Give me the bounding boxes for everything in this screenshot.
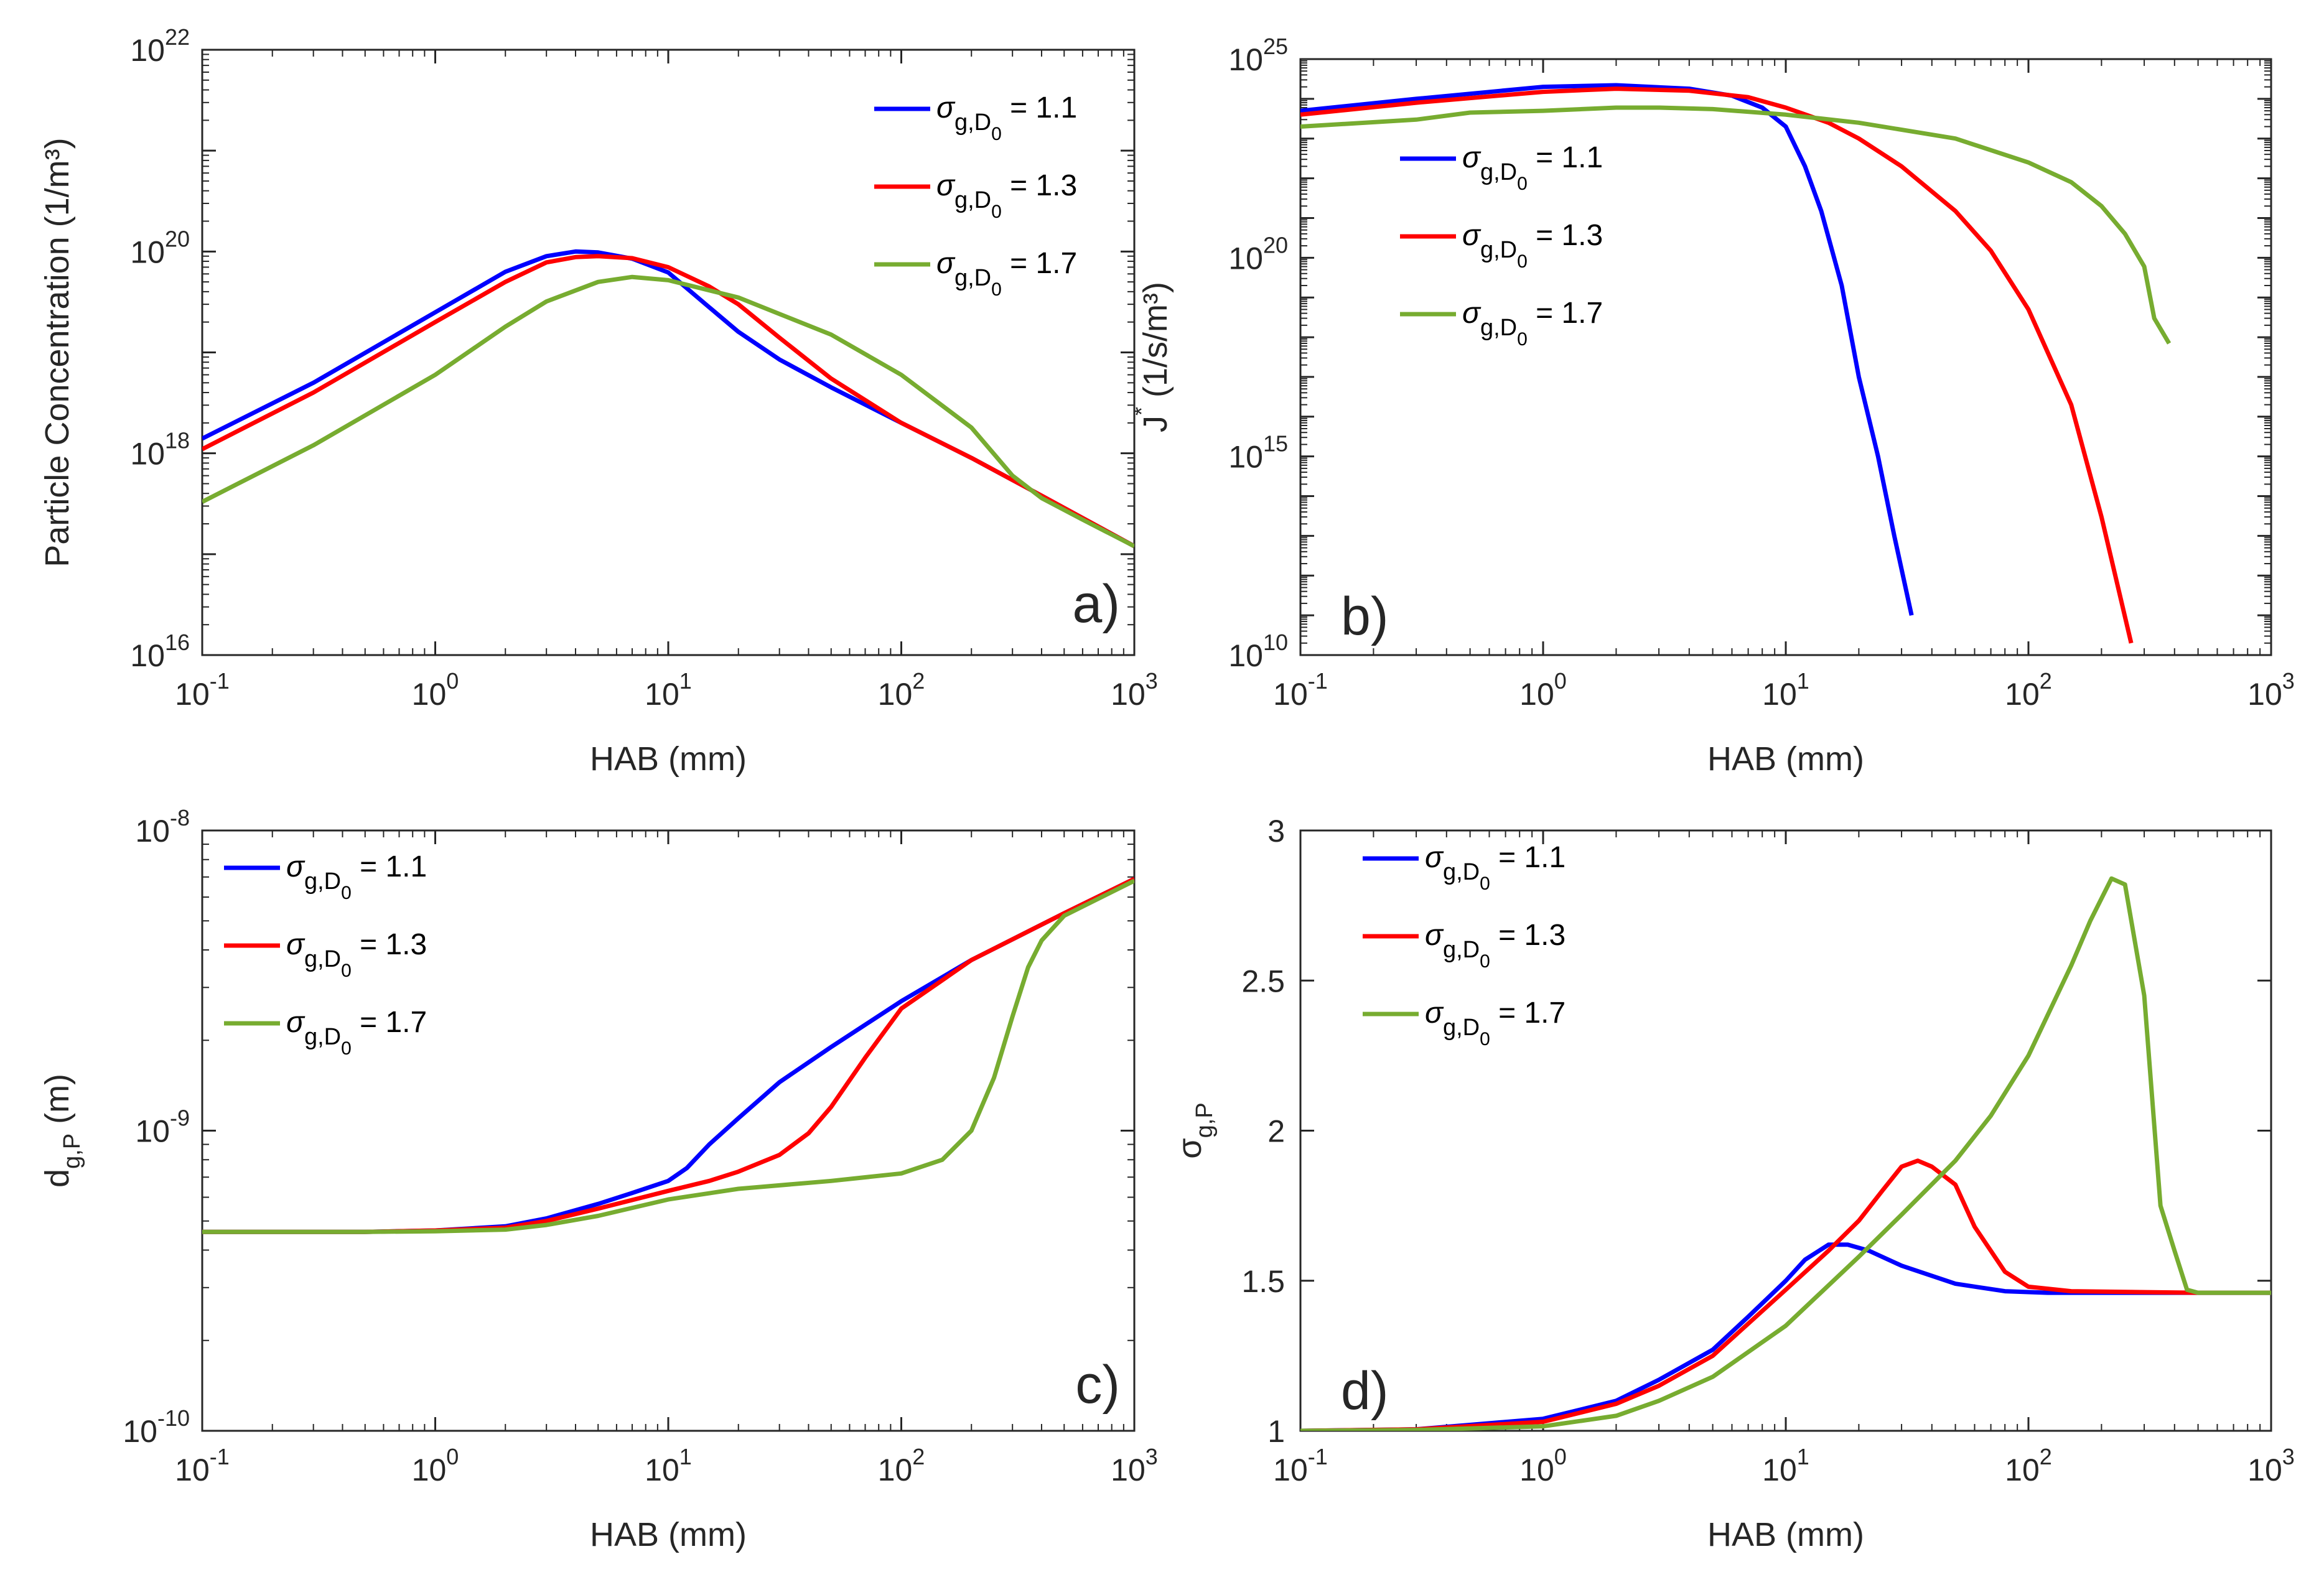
x-tick-label: 103 [1111, 668, 1158, 712]
x-tick-label: 100 [412, 1444, 459, 1487]
panel-d: 10-1 100 101 102 103 1 1.5 2 2.5 3 HAB (mm) σg,P d) σ… [1171, 814, 2295, 1553]
series-line-3 [202, 274, 1134, 549]
plot-box [1299, 829, 2272, 1432]
y-tick-label: 1015 [1228, 431, 1288, 475]
x-tick-label: 103 [1111, 1444, 1158, 1487]
x-tick-label: 102 [878, 1444, 925, 1487]
legend-entry-1: σg,D0 = 1.1 [1425, 841, 1566, 894]
x-tick-label: 103 [2247, 1444, 2295, 1487]
y-tick-label: 10-10 [123, 1405, 190, 1449]
panel-label: b) [1341, 587, 1388, 646]
panel-label: d) [1341, 1361, 1388, 1421]
y-tick-label: 1025 [1228, 34, 1288, 77]
plot-box [1299, 58, 2272, 656]
legend-entry-2: σg,D0 = 1.3 [936, 169, 1077, 222]
legend-entry-3: σg,D0 = 1.7 [286, 1006, 427, 1059]
y-tick-label: 3 [1267, 814, 1285, 849]
series-line-3 [1300, 105, 2172, 345]
legend-entry-1: σg,D0 = 1.1 [936, 91, 1077, 144]
series-line-2 [202, 254, 1134, 549]
y-tick-label: 1 [1267, 1414, 1285, 1449]
y-axis-label: σg,P [1171, 1102, 1218, 1158]
series-line-3 [1300, 876, 2271, 1431]
y-axis-label: Particle Concentration (1/m³) [39, 137, 76, 567]
x-tick-label: 102 [2005, 668, 2052, 712]
panel-label: a) [1073, 574, 1120, 634]
series-line-2 [1300, 86, 2134, 644]
panel-b: 10-1 100 101 102 103 1010 1015 1020 1025 HAB (mm)… [1129, 34, 2295, 778]
y-axis-label: dg,P (m) [39, 1074, 85, 1188]
y-tick-label: 1020 [1228, 232, 1288, 276]
x-tick-label: 100 [412, 668, 459, 712]
y-tick-label: 1020 [130, 226, 190, 269]
legend-entry-2: σg,D0 = 1.3 [1462, 219, 1603, 272]
panel-a: 10-1 100 101 102 103 1016 1018 1020 1022 HAB (mm)… [39, 24, 1158, 778]
y-tick-label: 10-9 [135, 1105, 190, 1149]
y-tick-label: 1.5 [1241, 1264, 1285, 1299]
y-axis-label: J* (1/s/m³) [1129, 282, 1174, 432]
y-tick-label: 1010 [1228, 630, 1288, 673]
y-tick-label: 2.5 [1241, 964, 1285, 998]
x-tick-label: 101 [1762, 1444, 1809, 1487]
x-tick-label: 10-1 [1273, 1444, 1328, 1487]
legend-entry-1: σg,D0 = 1.1 [286, 850, 427, 903]
y-tick-label: 2 [1267, 1114, 1285, 1149]
x-tick-label: 100 [1519, 668, 1567, 712]
x-tick-label: 10-1 [175, 668, 230, 712]
y-tick-label: 1022 [130, 24, 190, 68]
legend-entry-2: σg,D0 = 1.3 [1425, 919, 1566, 972]
panel-c: 10-1 100 101 102 103 10-10 10-9 10-8 HAB (mm) dg,… [39, 805, 1158, 1553]
series-line-2 [1300, 1158, 2271, 1431]
x-tick-label: 103 [2247, 668, 2295, 712]
y-tick-label: 1018 [130, 428, 190, 472]
series-line-1 [1300, 1242, 2271, 1431]
plot-box [201, 829, 1136, 1432]
x-tick-label: 102 [2005, 1444, 2052, 1487]
x-tick-label: 10-1 [175, 1444, 230, 1487]
x-tick-label: 100 [1519, 1444, 1567, 1487]
x-tick-label: 101 [1762, 668, 1809, 712]
x-axis-label: HAB (mm) [1707, 740, 1864, 778]
legend-entry-3: σg,D0 = 1.7 [936, 247, 1077, 300]
x-axis-label: HAB (mm) [590, 740, 747, 778]
x-tick-label: 101 [645, 1444, 692, 1487]
legend-entry-1: σg,D0 = 1.1 [1462, 141, 1603, 194]
y-tick-label: 1016 [130, 630, 190, 673]
series-line-1 [1300, 83, 1914, 616]
x-tick-label: 10-1 [1273, 668, 1328, 712]
legend-entry-3: σg,D0 = 1.7 [1462, 297, 1603, 350]
x-axis-label: HAB (mm) [590, 1516, 747, 1553]
x-tick-label: 101 [645, 668, 692, 712]
y-tick-label: 10-8 [135, 805, 190, 849]
legend-entry-2: σg,D0 = 1.3 [286, 928, 427, 981]
x-axis-label: HAB (mm) [1707, 1516, 1864, 1553]
series-line-3 [202, 878, 1134, 1234]
x-tick-label: 102 [878, 668, 925, 712]
panel-label: c) [1075, 1355, 1120, 1415]
legend-entry-3: σg,D0 = 1.7 [1425, 997, 1566, 1049]
